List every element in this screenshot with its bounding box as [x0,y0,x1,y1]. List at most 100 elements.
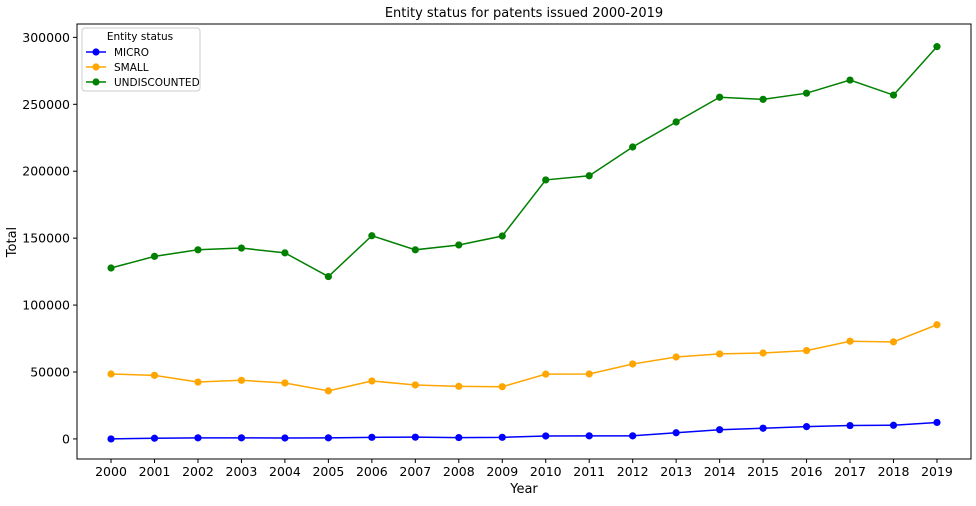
y-tick-label: 150000 [22,231,70,246]
data-point-small [803,347,810,354]
y-axis-label: Total [5,227,20,258]
data-point-small [673,353,680,360]
axis-ticks: 2000 2001 2002 2003 2004 2005 2006 2007 2008 2009… [22,30,953,479]
x-tick-label: 2002 [182,464,214,479]
data-point-undiscounted [194,246,201,253]
data-point-undiscounted [716,94,723,101]
x-tick-label: 2018 [878,464,910,479]
data-point-undiscounted [325,273,332,280]
series-undiscounted [107,43,940,280]
data-point-micro [629,432,636,439]
data-point-micro [716,426,723,433]
x-tick-label: 2011 [573,464,605,479]
x-tick-label: 2014 [704,464,736,479]
data-point-undiscounted [455,241,462,248]
data-point-micro [412,434,419,441]
data-series [107,43,940,443]
data-point-micro [673,429,680,436]
data-point-micro [238,434,245,441]
data-point-micro [151,435,158,442]
x-tick-label: 2003 [226,464,258,479]
x-tick-label: 2013 [660,464,692,479]
x-tick-label: 2005 [312,464,344,479]
data-point-undiscounted [933,43,940,50]
x-tick-label: 2008 [443,464,475,479]
data-point-micro [890,422,897,429]
data-point-small [325,387,332,394]
data-point-small [499,383,506,390]
data-point-micro [933,419,940,426]
x-tick-label: 2019 [921,464,953,479]
legend: Entity status MICRO SMALL UNDISCOUNTED [82,28,200,91]
data-point-undiscounted [673,118,680,125]
data-point-small [107,370,114,377]
legend-marker [92,78,99,85]
x-tick-label: 2000 [95,464,127,479]
legend-title: Entity status [107,31,173,43]
data-point-small [586,370,593,377]
data-point-undiscounted [890,91,897,98]
data-point-micro [759,425,766,432]
series-small [107,321,940,394]
data-point-small [846,338,853,345]
x-tick-label: 2017 [834,464,866,479]
data-point-undiscounted [586,172,593,179]
y-tick-label: 100000 [22,298,70,313]
series-line-micro [111,422,937,438]
data-point-micro [281,434,288,441]
data-point-small [455,383,462,390]
data-point-undiscounted [803,90,810,97]
data-point-undiscounted [281,249,288,256]
legend-label: SMALL [114,62,149,74]
series-line-undiscounted [111,47,937,277]
series-micro [107,419,940,443]
chart-title: Entity status for patents issued 2000-20… [385,6,663,21]
legend-label: MICRO [114,47,149,59]
x-tick-label: 2004 [269,464,301,479]
plot-frame [77,24,971,459]
x-tick-label: 2006 [356,464,388,479]
x-tick-label: 2010 [530,464,562,479]
data-point-undiscounted [151,253,158,260]
data-point-undiscounted [107,264,114,271]
x-tick-label: 2001 [139,464,171,479]
y-tick-label: 250000 [22,97,70,112]
data-point-small [716,350,723,357]
data-point-undiscounted [368,232,375,239]
legend-marker [92,63,99,70]
data-point-micro [194,434,201,441]
x-tick-label: 2007 [399,464,431,479]
x-tick-label: 2012 [617,464,649,479]
data-point-small [238,377,245,384]
x-tick-label: 2009 [486,464,518,479]
series-line-small [111,325,937,391]
y-tick-label: 200000 [22,164,70,179]
data-point-small [194,378,201,385]
data-point-small [933,321,940,328]
x-tick-label: 2016 [791,464,823,479]
data-point-small [281,379,288,386]
data-point-undiscounted [759,96,766,103]
data-point-micro [325,434,332,441]
y-tick-label: 50000 [30,365,70,380]
legend-label: UNDISCOUNTED [114,77,200,89]
data-point-undiscounted [542,176,549,183]
data-point-undiscounted [846,76,853,83]
data-point-micro [846,422,853,429]
data-point-undiscounted [238,244,245,251]
data-point-undiscounted [629,143,636,150]
data-point-micro [107,435,114,442]
data-point-micro [586,432,593,439]
data-point-undiscounted [412,246,419,253]
data-point-undiscounted [499,232,506,239]
data-point-small [542,371,549,378]
y-tick-label: 300000 [22,30,70,45]
x-axis-label: Year [509,482,538,497]
data-point-micro [368,434,375,441]
data-point-micro [542,432,549,439]
data-point-small [759,349,766,356]
data-point-small [412,381,419,388]
y-tick-label: 0 [62,431,70,446]
